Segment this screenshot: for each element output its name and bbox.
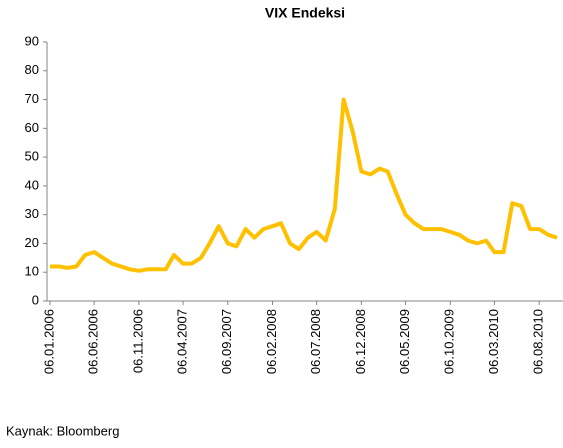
source: Kaynak: Bloomberg	[6, 423, 119, 438]
x-tick-label: 06.08.2010	[531, 309, 546, 374]
x-tick-label: 06.12.2008	[353, 309, 368, 374]
x-tick-label: 06.06.2006	[86, 309, 101, 374]
x-tick-label: 06.10.2009	[442, 309, 457, 374]
y-tick-label: 80	[25, 62, 39, 77]
x-tick-label: 06.02.2008	[264, 309, 279, 374]
x-tick-label: 06.07.2008	[308, 309, 323, 374]
y-tick-label: 40	[25, 177, 39, 192]
line-series	[50, 97, 558, 273]
x-tick-label: 06.11.2006	[130, 309, 145, 373]
y-tick-label: 0	[32, 292, 39, 307]
y-tick-label: 50	[25, 149, 39, 164]
x-tick-label: 06.01.2006	[41, 309, 56, 374]
y-tick-label: 20	[25, 235, 39, 250]
y-tick-label: 90	[25, 33, 39, 48]
y-tick-label: 10	[25, 264, 39, 279]
y-tick-label: 30	[25, 206, 39, 221]
y-tick-label: 70	[25, 91, 39, 106]
x-tick-label: 06.03.2010	[486, 309, 501, 374]
x-tick-label: 06.04.2007	[174, 309, 189, 374]
x-tick-label: 06.05.2009	[397, 309, 412, 374]
chart-title: VIX Endeksi	[265, 5, 345, 21]
x-tick-label: 06.09.2007	[219, 309, 234, 374]
y-tick-label: 60	[25, 120, 39, 135]
